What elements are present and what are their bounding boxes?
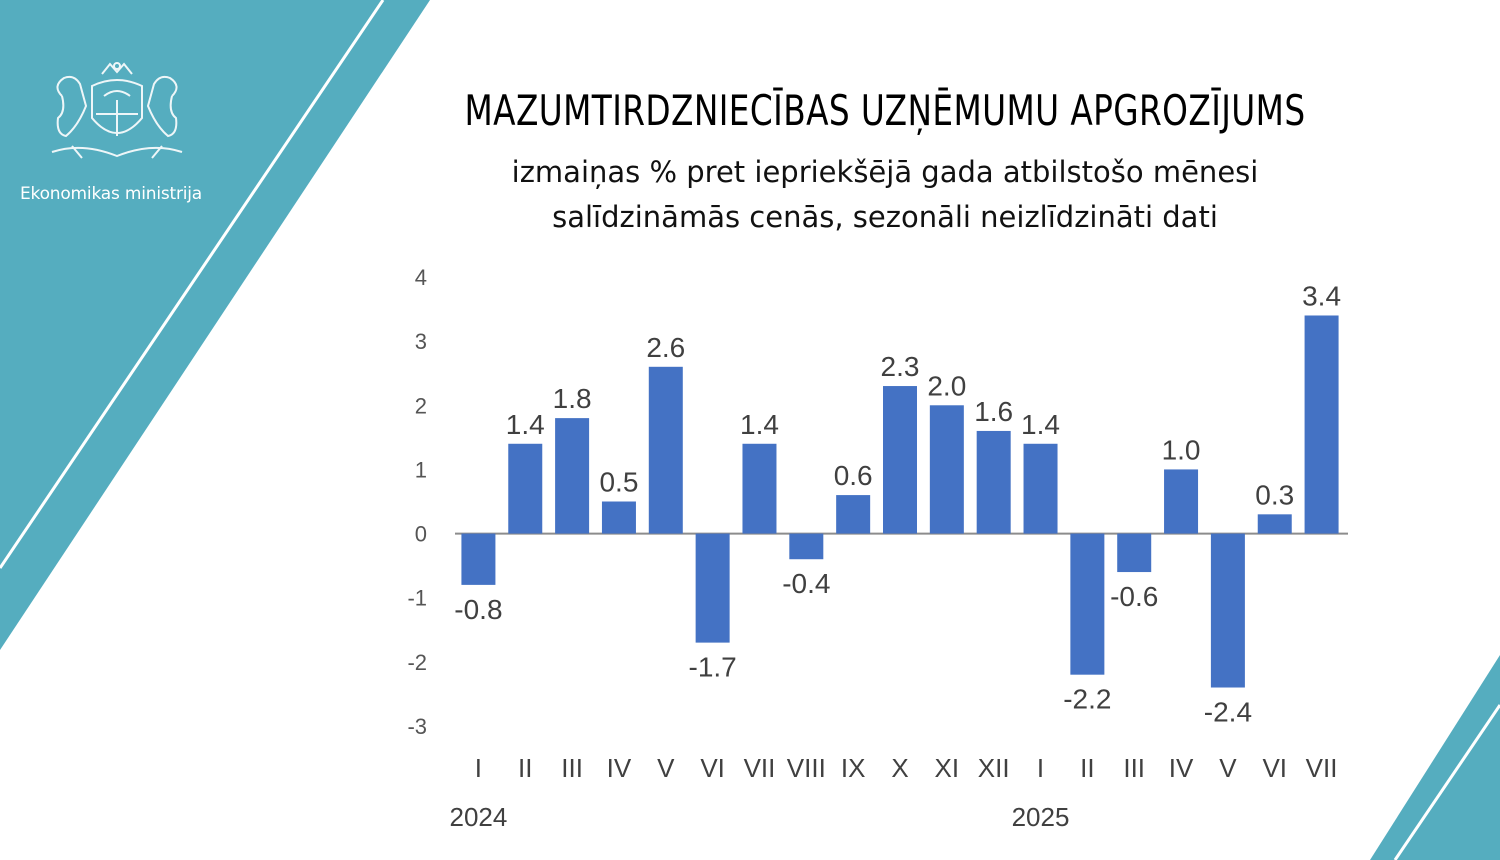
category-label: I [1037, 753, 1044, 783]
data-label: 1.8 [553, 383, 592, 414]
data-label: 2.0 [927, 370, 966, 401]
category-label: II [1080, 753, 1094, 783]
bar [1164, 469, 1199, 534]
category-label: XI [935, 753, 960, 783]
right-diagonal-stripe [1393, 704, 1500, 860]
data-label: -0.8 [454, 594, 502, 625]
bar [742, 443, 777, 534]
bar [1304, 315, 1339, 534]
data-label: -1.7 [689, 652, 737, 683]
category-label: III [1123, 753, 1145, 783]
y-tick-label: 1 [415, 457, 427, 482]
chart-subtitle-line-2: salīdzināmās cenās, sezonāli neizlīdzinā… [552, 200, 1218, 234]
category-label: VII [744, 753, 776, 783]
data-label: -0.4 [782, 568, 830, 599]
category-label: IX [841, 753, 866, 783]
year-label: 2024 [449, 802, 507, 832]
ministry-name: Ekonomikas ministrija [20, 184, 203, 204]
left-teal-panel [0, 0, 430, 650]
data-label: 1.6 [974, 396, 1013, 427]
y-tick-label: 0 [415, 522, 427, 547]
bar [695, 533, 730, 643]
category-label: X [891, 753, 908, 783]
category-label: IV [1169, 753, 1194, 783]
bar [929, 405, 964, 534]
y-tick-label: 4 [415, 265, 427, 290]
latvia-coat-of-arms-icon [51, 62, 183, 159]
right-teal-corner [1370, 655, 1500, 860]
chart-subtitle-line-1: izmaiņas % pret iepriekšējā gada atbilst… [511, 155, 1259, 189]
category-label: VI [700, 753, 725, 783]
data-label: 2.3 [881, 351, 920, 382]
chart-title: MAZUMTIRDZNIECĪBAS UZŅĒMUMU APGROZĪJUMS [464, 86, 1306, 135]
category-label: II [518, 753, 532, 783]
bar [1210, 533, 1245, 688]
bar [461, 533, 496, 585]
category-label: III [561, 753, 583, 783]
category-label: XII [978, 753, 1010, 783]
bar [508, 443, 543, 534]
data-label: 3.4 [1302, 280, 1341, 311]
bar [789, 533, 824, 560]
y-tick-label: -2 [407, 650, 427, 675]
data-label: 1.4 [740, 409, 779, 440]
data-label: 1.4 [1021, 409, 1060, 440]
bar [836, 495, 871, 534]
y-tick-label: -1 [407, 586, 427, 611]
category-label: IV [607, 753, 632, 783]
data-label: 1.0 [1162, 434, 1201, 465]
category-label: I [475, 753, 482, 783]
data-label: 0.3 [1255, 479, 1294, 510]
bar [1023, 443, 1058, 534]
data-label: 1.4 [506, 409, 545, 440]
bar [555, 418, 590, 534]
data-label: -0.6 [1110, 581, 1158, 612]
data-label: 0.6 [834, 460, 873, 491]
data-label: 0.5 [599, 467, 638, 498]
bar [1257, 514, 1292, 534]
y-tick-label: 2 [415, 393, 427, 418]
category-label: V [1219, 753, 1237, 783]
category-label: V [657, 753, 675, 783]
category-label: VIII [787, 753, 826, 783]
category-label: VII [1306, 753, 1338, 783]
bar [883, 386, 917, 534]
bar [1070, 533, 1105, 675]
year-label: 2025 [1012, 802, 1070, 832]
bar [601, 501, 636, 534]
data-label: -2.2 [1063, 684, 1111, 715]
y-tick-label: -3 [407, 714, 427, 739]
data-label: -2.4 [1204, 697, 1252, 728]
bar [648, 366, 683, 534]
left-diagonal-stripe [0, 0, 385, 569]
category-label: VI [1262, 753, 1287, 783]
bar [976, 430, 1011, 534]
data-label: 2.6 [646, 332, 685, 363]
bar [1117, 533, 1152, 573]
y-tick-label: 3 [415, 329, 427, 354]
